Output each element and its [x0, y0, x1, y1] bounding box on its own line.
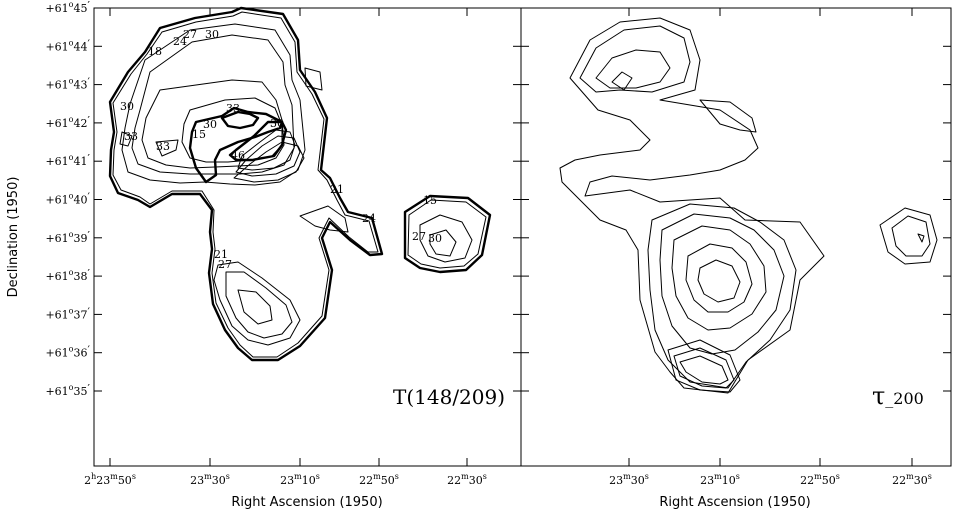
- contour-label: 18: [148, 45, 162, 58]
- panel-label-right: τ_200: [872, 382, 924, 410]
- left-contours: [108, 6, 492, 362]
- contour-label: 27: [183, 28, 197, 41]
- right-contours: [559, 17, 938, 394]
- contour-label: 30: [428, 232, 442, 245]
- x-tick-label: 22m30s: [892, 472, 932, 487]
- x-tick-labels: 2h23m50s 23m30s 23m10s 22m50s 22m30s 23m30s 23…: [84, 472, 932, 487]
- contour-label: 30: [203, 118, 217, 131]
- x-axis-title-left: Right Ascension (1950): [231, 495, 382, 510]
- y-tick-label: +61o43′: [45, 76, 90, 92]
- outer-envelope-contour: [108, 6, 384, 362]
- contour-label: 33: [226, 102, 240, 115]
- x-tick-label: 23m10s: [700, 472, 740, 487]
- contour-label: 33: [156, 140, 170, 153]
- contour-label: 46: [231, 149, 245, 162]
- x-tick-label: 22m50s: [359, 472, 399, 487]
- y-tick-label: +61o44′: [45, 37, 90, 53]
- contour-label: 30: [120, 100, 134, 113]
- panel-label-left: T(148/209): [393, 385, 505, 409]
- bold-contour-30: [188, 106, 284, 184]
- contour-label: 27: [412, 230, 426, 243]
- y-tick-label: +61o39′: [45, 229, 90, 245]
- contour-label: 24: [173, 35, 187, 48]
- y-tick-label: +61o36′: [45, 344, 90, 360]
- y-tick-label: +61o41′: [45, 152, 90, 168]
- contour-label: 30: [205, 28, 219, 41]
- contour-label: 21: [214, 248, 228, 261]
- contour-label: 33: [124, 130, 138, 143]
- contour-label: 27: [218, 258, 232, 271]
- y-axis-title: Declination (1950): [6, 177, 21, 298]
- x-axis-title-right: Right Ascension (1950): [659, 495, 810, 510]
- x-tick-label: 23m30s: [190, 472, 230, 487]
- contour-label: 15: [423, 194, 437, 207]
- x-tick-label: 22m50s: [800, 472, 840, 487]
- y-tick-label: +61o37′: [45, 305, 90, 321]
- x-tick-label: 2h23m50s: [84, 472, 136, 487]
- contour-label: 24: [362, 212, 376, 225]
- left-contour-labels: 18 24 27 30 30 33 15 33 30 33 30 46 21 2…: [120, 28, 442, 271]
- tau-suffix: _200: [885, 389, 924, 408]
- y-tick-label: +61o45′: [45, 0, 90, 15]
- x-tick-label: 23m10s: [280, 472, 320, 487]
- contour-label: 21: [330, 183, 344, 196]
- contour-label: 30: [270, 117, 284, 130]
- y-tick-label: +61o40′: [45, 191, 90, 207]
- x-tick-label: 22m30s: [447, 472, 487, 487]
- bold-contour-46: [220, 110, 260, 130]
- right-clump-contour: [403, 194, 492, 274]
- y-tick-label: +61o42′: [45, 114, 90, 130]
- contour-label: 15: [192, 128, 206, 141]
- y-tick-label: +61o35′: [45, 382, 90, 398]
- tau-symbol: τ: [872, 382, 885, 410]
- y-tick-labels: +61o45′ +61o44′ +61o43′ +61o42′ +61o41′ +61o4…: [45, 0, 90, 398]
- x-tick-label: 23m30s: [609, 472, 649, 487]
- y-tick-label: +61o38′: [45, 267, 90, 283]
- axis-ticks: [94, 7, 951, 466]
- right-panel-frame: [520, 7, 952, 467]
